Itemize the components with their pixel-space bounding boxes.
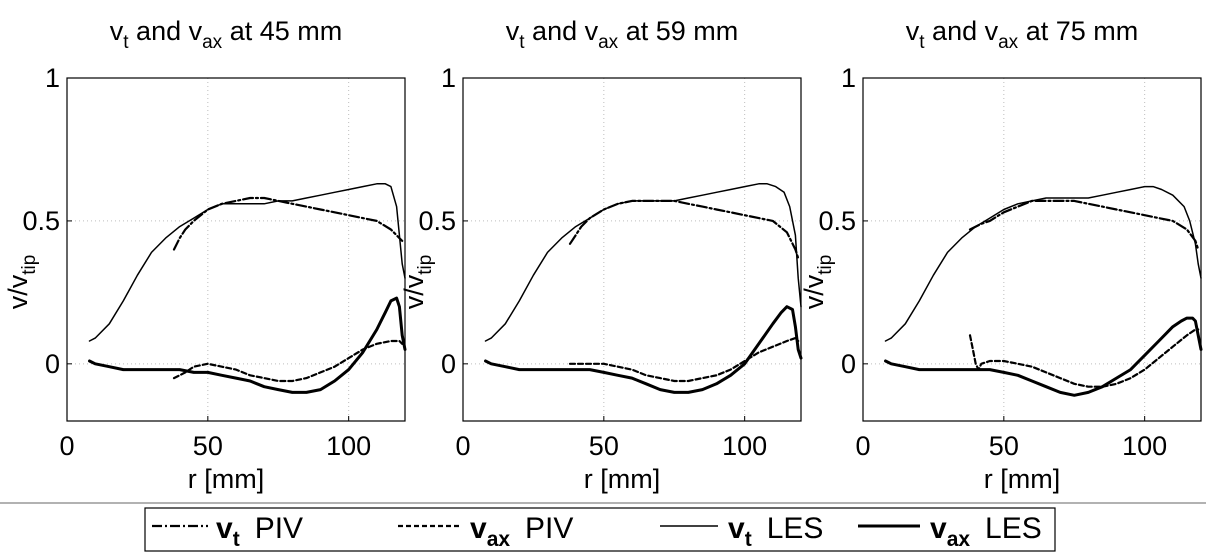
title-position: at 59 mm: [618, 16, 738, 46]
title-and-v: and v: [525, 16, 599, 46]
legend-subscript: ax: [947, 528, 971, 551]
y-tick-label: 1: [45, 63, 60, 93]
legend-label: vax LES: [930, 512, 1042, 551]
series-line-vt-les: [88, 183, 406, 342]
plot-frame: [462, 77, 802, 422]
chart-title: vt and vax at 45 mm: [110, 16, 342, 53]
x-tick-label: 100: [1122, 431, 1167, 461]
y-axis-label: v/vtip: [799, 255, 836, 310]
y-tick-label: 0: [441, 349, 456, 379]
series-line-vax-les: [884, 316, 1203, 397]
y-tick-label: 0: [45, 349, 60, 379]
series-line-vt-les: [484, 183, 802, 342]
series-line-vt-les: [884, 185, 1202, 342]
chart-title: vt and vax at 59 mm: [506, 16, 738, 53]
chart-panel-3: 0 50 100 0 0.5 1 r [mm] v/vtip vt and vax at 75 …: [799, 16, 1203, 494]
plot-frame: [862, 77, 1202, 422]
x-tick-label: 0: [455, 431, 470, 461]
chart-panel-1: 0 50 100 0 0.5 1 r [mm] v/vtip vt and vax at 45 …: [3, 16, 407, 494]
legend-entry-vax-les: vax LES: [858, 512, 1042, 551]
x-axis-label: r [mm]: [984, 464, 1060, 494]
title-subscript: ax: [202, 32, 223, 53]
title-and-v: and v: [925, 16, 999, 46]
x-axis-label: r [mm]: [188, 464, 264, 494]
y-axis-label: v/vtip: [399, 255, 436, 310]
y-axis-label-subscript: tip: [415, 255, 436, 275]
x-tick-label: 100: [326, 431, 371, 461]
legend-symbol: v: [930, 512, 947, 545]
title-subscript: ax: [998, 32, 1019, 53]
legend-subscript: t: [745, 528, 752, 551]
y-tick-label: 0.5: [418, 206, 456, 236]
legend-symbol: v: [470, 512, 487, 545]
legend-entry-vt-les: vt LES: [660, 512, 823, 551]
legend-method: LES: [970, 512, 1042, 545]
chart-title: vt and vax at 75 mm: [906, 16, 1138, 53]
y-axis-label-base: v/v: [399, 274, 429, 309]
y-tick-label: 0.5: [818, 206, 856, 236]
series-line-vax-les: [88, 296, 407, 394]
legend-method: PIV: [510, 512, 573, 545]
legend: vt PIV vax PIV vt LES vax LES: [0, 502, 1206, 552]
y-axis-label-subscript: tip: [815, 255, 836, 275]
legend-entry-vax-piv: vax PIV: [398, 512, 573, 551]
legend-label: vax PIV: [470, 512, 573, 551]
legend-subscript: t: [233, 528, 240, 551]
title-position: at 45 mm: [222, 16, 342, 46]
y-tick-label: 0: [841, 349, 856, 379]
legend-symbol: v: [728, 512, 745, 545]
series-line-vax-piv: [172, 339, 404, 383]
title-v: v: [110, 16, 124, 46]
legend-entry-vt-piv: vt PIV: [152, 512, 303, 551]
y-tick-label: 1: [841, 63, 856, 93]
legend-box: [144, 507, 1056, 552]
series-line-vax-piv: [968, 328, 1200, 388]
legend-method: LES: [752, 512, 824, 545]
title-v: v: [506, 16, 520, 46]
y-axis-label-base: v/v: [3, 274, 33, 309]
legend-symbol: v: [216, 512, 233, 545]
series-line-vt-piv: [968, 199, 1200, 251]
title-position: at 75 mm: [1018, 16, 1138, 46]
title-subscript: ax: [598, 32, 619, 53]
series-line-vax-piv: [568, 337, 800, 383]
title-v: v: [906, 16, 920, 46]
x-tick-label: 50: [193, 431, 223, 461]
legend-method: PIV: [240, 512, 303, 545]
y-axis-label: v/vtip: [3, 255, 40, 310]
legend-label: vt LES: [728, 512, 823, 551]
series-line-vt-piv: [172, 196, 404, 251]
x-tick-label: 100: [722, 431, 767, 461]
chart-panel-2: 0 50 100 0 0.5 1 r [mm] v/vtip vt and vax at 59 …: [399, 16, 803, 494]
title-subscript: t: [123, 32, 129, 53]
x-axis-label: r [mm]: [584, 464, 660, 494]
legend-subscript: ax: [487, 528, 511, 551]
title-and-v: and v: [129, 16, 203, 46]
x-tick-label: 0: [59, 431, 74, 461]
y-tick-label: 1: [441, 63, 456, 93]
title-subscript: t: [519, 32, 525, 53]
x-tick-label: 50: [589, 431, 619, 461]
y-axis-label-subscript: tip: [19, 255, 40, 275]
legend-label: vt PIV: [216, 512, 303, 551]
y-axis-label-base: v/v: [799, 274, 829, 309]
x-tick-label: 0: [855, 431, 870, 461]
x-tick-label: 50: [989, 431, 1019, 461]
series-line-vax-les: [484, 305, 803, 394]
title-subscript: t: [919, 32, 925, 53]
y-tick-label: 0.5: [22, 206, 60, 236]
plot-frame: [66, 77, 406, 422]
